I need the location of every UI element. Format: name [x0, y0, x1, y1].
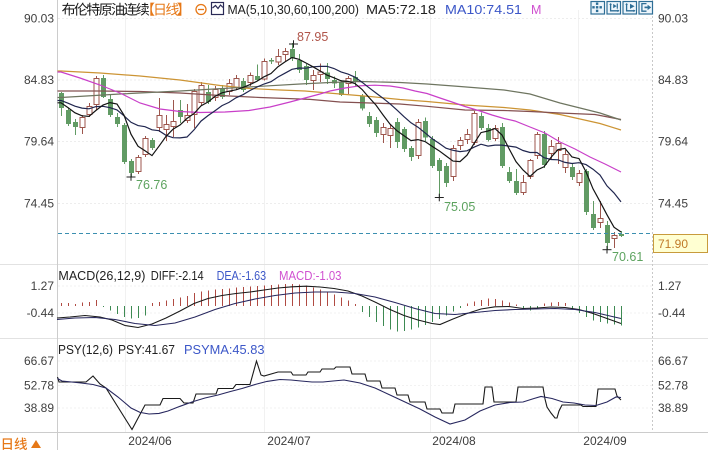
svg-text:90.03: 90.03	[24, 12, 54, 26]
svg-text:2024/07: 2024/07	[267, 434, 311, 448]
svg-text:MACD(26,12,9): MACD(26,12,9)	[58, 269, 145, 283]
svg-text:38.89: 38.89	[658, 401, 688, 415]
svg-text:52.78: 52.78	[24, 379, 54, 393]
svg-text:-0.44: -0.44	[658, 306, 686, 320]
svg-text:M: M	[531, 3, 541, 17]
svg-text:66.67: 66.67	[658, 354, 688, 368]
svg-text:MACD:-1.03: MACD:-1.03	[279, 269, 342, 283]
svg-text:2024/06: 2024/06	[128, 434, 172, 448]
svg-text:71.90: 71.90	[658, 237, 688, 251]
svg-text:87.95: 87.95	[297, 30, 328, 44]
svg-text:74.45: 74.45	[24, 197, 54, 211]
svg-text:79.64: 79.64	[658, 135, 688, 149]
svg-text:PSY:41.67: PSY:41.67	[118, 343, 175, 357]
svg-text:MA10:74.51: MA10:74.51	[445, 3, 522, 17]
svg-text:MA(5,10,30,60,100,200): MA(5,10,30,60,100,200)	[228, 3, 360, 17]
svg-text:84.83: 84.83	[24, 73, 54, 87]
svg-text:90.03: 90.03	[658, 12, 688, 26]
svg-text:PSY(12,6): PSY(12,6)	[58, 343, 113, 357]
svg-text:1.27: 1.27	[31, 279, 55, 293]
svg-text:38.89: 38.89	[24, 401, 54, 415]
svg-text:1.27: 1.27	[658, 279, 682, 293]
svg-text:DIFF:-2.14: DIFF:-2.14	[151, 269, 204, 283]
svg-text:2024/08: 2024/08	[432, 434, 476, 448]
svg-text:84.83: 84.83	[658, 73, 688, 87]
svg-text:66.67: 66.67	[24, 354, 54, 368]
svg-text:75.05: 75.05	[444, 200, 475, 214]
svg-text:DEA:-1.63: DEA:-1.63	[217, 269, 267, 283]
svg-text:PSYMA:45.83: PSYMA:45.83	[184, 343, 265, 357]
svg-text:79.64: 79.64	[24, 135, 54, 149]
svg-text:-0.44: -0.44	[27, 306, 55, 320]
svg-text:76.76: 76.76	[136, 178, 167, 192]
svg-text:2024/09: 2024/09	[583, 434, 627, 448]
svg-text:52.78: 52.78	[658, 379, 688, 393]
svg-text:74.45: 74.45	[658, 197, 688, 211]
svg-text:MA5:72.18: MA5:72.18	[366, 3, 436, 17]
svg-text:70.61: 70.61	[612, 250, 643, 264]
